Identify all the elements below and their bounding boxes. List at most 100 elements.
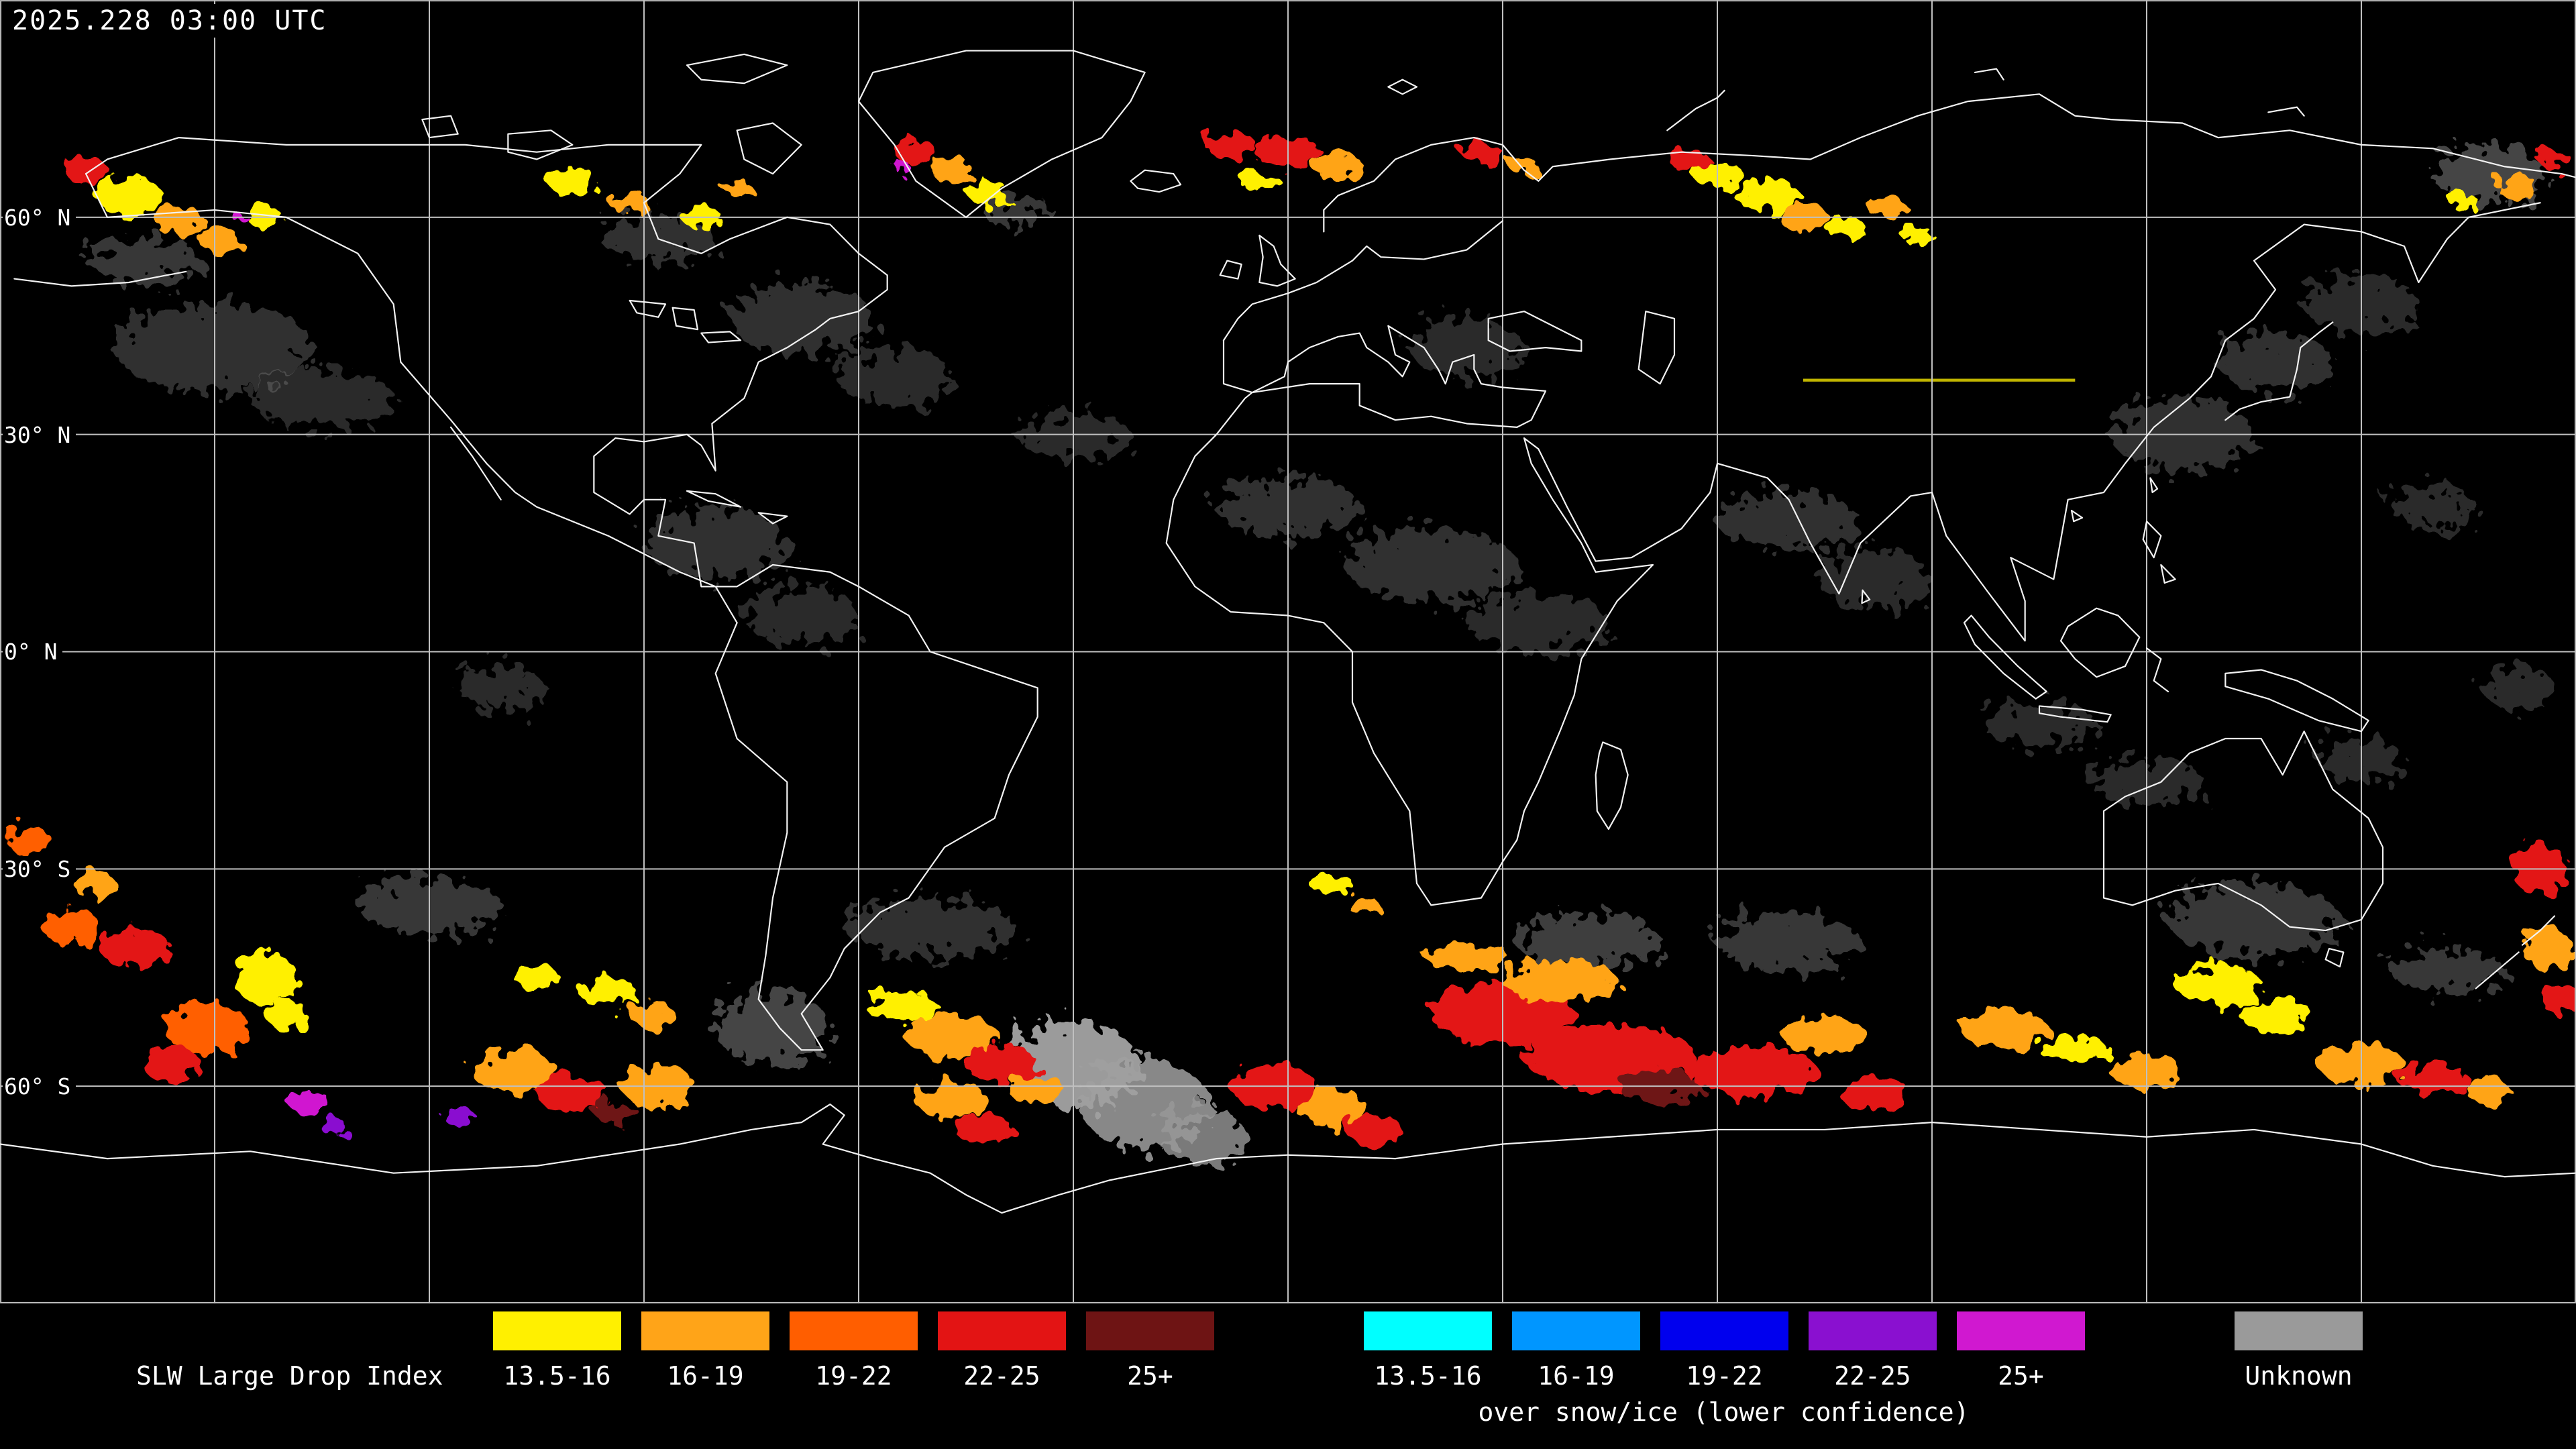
ellipse-shape bbox=[1205, 131, 1256, 158]
lat-label-0n: 0° N bbox=[3, 639, 63, 665]
coastline-europe bbox=[1220, 94, 2576, 384]
legend-swatch-25plus bbox=[1086, 1311, 1214, 1350]
ellipse-shape bbox=[2538, 149, 2571, 170]
legend-label: 13.5-16 bbox=[503, 1361, 611, 1391]
legend-cell: 25+ bbox=[1957, 1311, 2085, 1391]
ellipse-shape bbox=[1503, 959, 1617, 1004]
ellipse-shape bbox=[1345, 528, 1517, 601]
ellipse-shape bbox=[1409, 318, 1524, 377]
ellipse-shape bbox=[1517, 912, 1660, 971]
ellipse-shape bbox=[1717, 912, 1861, 971]
ellipse-shape bbox=[1826, 217, 1866, 239]
ellipse-shape bbox=[865, 990, 938, 1023]
ellipse-shape bbox=[1717, 492, 1861, 551]
ellipse-shape bbox=[1839, 1077, 1911, 1110]
ellipse-shape bbox=[2239, 996, 2312, 1032]
ellipse-shape bbox=[100, 930, 172, 967]
ellipse-shape bbox=[629, 999, 673, 1028]
coastline-asia-africa bbox=[1167, 203, 2540, 905]
legend-cell: 19-22 bbox=[1660, 1311, 1788, 1391]
ellipse-shape bbox=[1466, 594, 1610, 652]
ellipse-shape bbox=[2168, 883, 2340, 956]
legend-label: Unknown bbox=[2245, 1361, 2353, 1391]
legend-swatch-ice-25plus bbox=[1957, 1311, 2085, 1350]
legend-cell: 13.5-16 bbox=[1364, 1311, 1492, 1391]
ellipse-shape bbox=[2540, 985, 2576, 1014]
ellipse-shape bbox=[722, 179, 751, 197]
ellipse-shape bbox=[97, 175, 161, 216]
artifact-line bbox=[1803, 378, 2076, 382]
legend-label: 13.5-16 bbox=[1374, 1361, 1482, 1391]
ellipse-shape bbox=[164, 1003, 251, 1054]
ellipse-shape bbox=[86, 239, 201, 282]
ellipse-shape bbox=[537, 1075, 608, 1112]
ellipse-shape bbox=[1239, 170, 1280, 191]
slw-data-layer bbox=[7, 131, 2576, 1144]
ellipse-shape bbox=[232, 952, 297, 1004]
ellipse-shape bbox=[1313, 153, 1363, 180]
legend-swatch-ice-13.5-16 bbox=[1364, 1311, 1492, 1350]
legend-cell: 22-25 bbox=[1809, 1311, 1937, 1391]
ellipse-shape bbox=[2451, 195, 2479, 211]
ellipse-shape bbox=[143, 1046, 201, 1083]
legend-label: 25+ bbox=[1127, 1361, 1173, 1391]
legend-cell: 16-19 bbox=[1512, 1311, 1640, 1391]
ellipse-shape bbox=[1688, 1046, 1818, 1097]
ellipse-shape bbox=[896, 139, 936, 166]
ellipse-shape bbox=[250, 369, 394, 427]
cloud-layer bbox=[86, 144, 2555, 1166]
ellipse-shape bbox=[594, 1100, 637, 1123]
coastline-greenland-arctic bbox=[422, 51, 2304, 217]
ellipse-shape bbox=[319, 1117, 346, 1135]
lat-label-60n: 60° N bbox=[3, 205, 76, 231]
legend-scale-unknown: Unknown bbox=[2235, 1311, 2363, 1391]
ellipse-shape bbox=[916, 1082, 987, 1119]
ellipse-shape bbox=[931, 157, 972, 184]
coastline-americas bbox=[14, 138, 1037, 1050]
legend: SLW Large Drop Index 13.5-16 16-19 19-22… bbox=[0, 1303, 2576, 1449]
coastline-australia-nz bbox=[2104, 731, 2555, 988]
ellipse-shape bbox=[844, 898, 1016, 956]
ellipse-shape bbox=[547, 168, 598, 195]
legend-cell: 19-22 bbox=[790, 1311, 918, 1391]
ellipse-shape bbox=[1424, 941, 1510, 971]
ellipse-shape bbox=[1009, 1075, 1067, 1105]
ellipse-shape bbox=[515, 964, 558, 991]
legend-label: 16-19 bbox=[667, 1361, 744, 1391]
ellipse-shape bbox=[1668, 149, 1709, 170]
ellipse-shape bbox=[730, 282, 873, 355]
ellipse-shape bbox=[955, 1115, 1013, 1144]
ellipse-shape bbox=[198, 225, 239, 252]
legend-title: SLW Large Drop Index bbox=[136, 1361, 443, 1391]
legend-swatch-ice-16-19 bbox=[1512, 1311, 1640, 1350]
lat-label-60s: 60° S bbox=[3, 1073, 76, 1099]
ellipse-shape bbox=[1345, 1115, 1403, 1144]
ellipse-shape bbox=[1865, 196, 1906, 217]
legend-cell: 22-25 bbox=[938, 1311, 1066, 1391]
ellipse-shape bbox=[1159, 1108, 1245, 1166]
legend-swatch-19-22 bbox=[790, 1311, 918, 1350]
legend-label: 25+ bbox=[1998, 1361, 2044, 1391]
ellipse-shape bbox=[966, 1046, 1038, 1083]
ellipse-shape bbox=[580, 977, 637, 1007]
legend-scale-snow-ice: 13.5-16 16-19 19-22 22-25 25+ bbox=[1364, 1311, 2085, 1391]
ellipse-shape bbox=[2390, 485, 2476, 529]
timestamp: 2025.228 03:00 UTC bbox=[12, 4, 334, 38]
legend-label: 22-25 bbox=[963, 1361, 1040, 1391]
legend-cell: Unknown bbox=[2235, 1311, 2363, 1391]
ellipse-shape bbox=[264, 999, 308, 1028]
ellipse-shape bbox=[472, 1050, 558, 1093]
legend-label: 19-22 bbox=[1686, 1361, 1763, 1391]
ellipse-shape bbox=[905, 1014, 998, 1057]
ellipse-shape bbox=[644, 506, 788, 580]
coastlines bbox=[0, 51, 2576, 1214]
ellipse-shape bbox=[1960, 1008, 2047, 1049]
ellipse-shape bbox=[2498, 175, 2539, 202]
ellipse-shape bbox=[2483, 666, 2555, 710]
ellipse-shape bbox=[2218, 333, 2333, 391]
coastline-caribbean-lakes bbox=[630, 301, 788, 523]
legend-cell: 16-19 bbox=[641, 1311, 769, 1391]
legend-swatch-ice-22-25 bbox=[1809, 1311, 1937, 1350]
legend-scale-normal: 13.5-16 16-19 19-22 22-25 25+ bbox=[493, 1311, 1214, 1391]
ellipse-shape bbox=[1309, 872, 1352, 895]
